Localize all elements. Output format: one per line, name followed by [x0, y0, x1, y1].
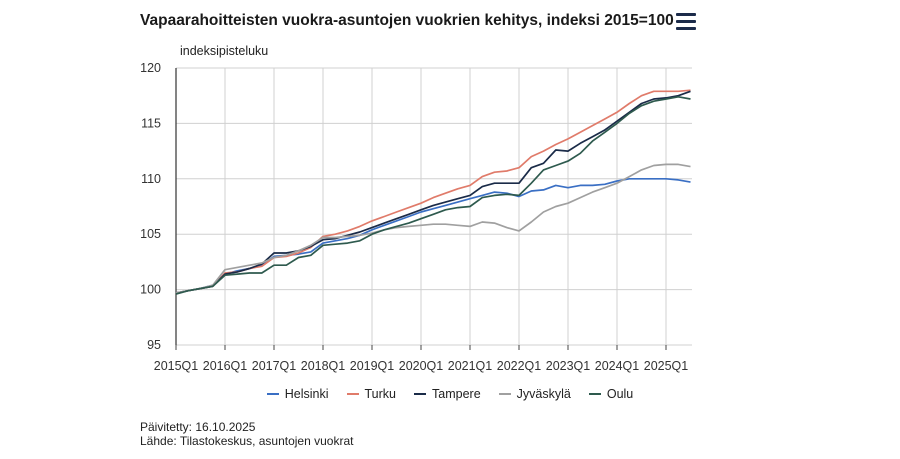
- x-tick-label: 2020Q1: [399, 359, 444, 373]
- series-line-jyväskylä: [175, 163, 691, 294]
- legend-swatch: [414, 393, 427, 395]
- legend-item-turku[interactable]: Turku: [346, 387, 397, 401]
- x-tick-label: 2019Q1: [350, 359, 395, 373]
- x-tick-label: 2025Q1: [644, 359, 689, 373]
- series-line-helsinki: [175, 177, 691, 294]
- x-ticks: 2015Q1 2016Q1 2017Q1 2018Q1 2019Q1 2020Q1 2021…: [154, 359, 689, 373]
- y-tick-label: 105: [140, 227, 161, 241]
- x-tick-label: 2018Q1: [301, 359, 346, 373]
- hamburger-menu-icon[interactable]: [676, 13, 696, 31]
- legend-swatch: [266, 393, 279, 395]
- legend: Helsinki Turku Tampere Jyväskylä Oulu: [0, 387, 900, 401]
- x-tick-label: 2021Q1: [448, 359, 493, 373]
- legend-swatch: [588, 393, 601, 395]
- y-tick-label: 115: [141, 116, 161, 130]
- x-tick-label: 2023Q1: [546, 359, 591, 373]
- legend-item-oulu[interactable]: Oulu: [588, 387, 634, 401]
- series-line-oulu: [175, 95, 691, 295]
- series-lines: [175, 89, 691, 295]
- y-ticks: 95 100 105 110 115 120: [140, 61, 161, 352]
- y-axis-label: indeksipisteluku: [180, 44, 269, 58]
- x-tick-label: 2017Q1: [252, 359, 297, 373]
- legend-label: Helsinki: [284, 387, 329, 401]
- source-note: Lähde: Tilastokeskus, asuntojen vuokrat: [140, 434, 354, 448]
- x-tick-label: 2016Q1: [203, 359, 248, 373]
- updated-date: Päivitetty: 16.10.2025: [140, 420, 256, 434]
- chart-title: Vapaarahoitteisten vuokra-asuntojen vuok…: [140, 12, 674, 29]
- y-tick-label: 95: [147, 338, 161, 352]
- y-tick-label: 110: [141, 172, 161, 186]
- legend-label: Turku: [364, 387, 397, 401]
- series-line-turku: [175, 89, 691, 294]
- legend-label: Oulu: [606, 387, 634, 401]
- series-line-tampere: [175, 90, 691, 294]
- y-tick-label: 120: [140, 61, 161, 75]
- y-tick-label: 100: [140, 283, 161, 297]
- x-tick-label: 2024Q1: [595, 359, 640, 373]
- legend-item-helsinki[interactable]: Helsinki: [266, 387, 329, 401]
- legend-item-tampere[interactable]: Tampere: [414, 387, 481, 401]
- legend-swatch: [498, 393, 511, 395]
- x-tick-label: 2022Q1: [497, 359, 542, 373]
- legend-label: Tampere: [432, 387, 481, 401]
- x-tick-label: 2015Q1: [154, 359, 199, 373]
- legend-label: Jyväskylä: [516, 387, 571, 401]
- legend-item-jyväskylä[interactable]: Jyväskylä: [498, 387, 571, 401]
- legend-swatch: [346, 393, 359, 395]
